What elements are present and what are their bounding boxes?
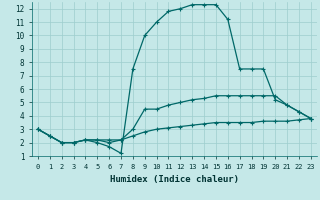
X-axis label: Humidex (Indice chaleur): Humidex (Indice chaleur) — [110, 175, 239, 184]
